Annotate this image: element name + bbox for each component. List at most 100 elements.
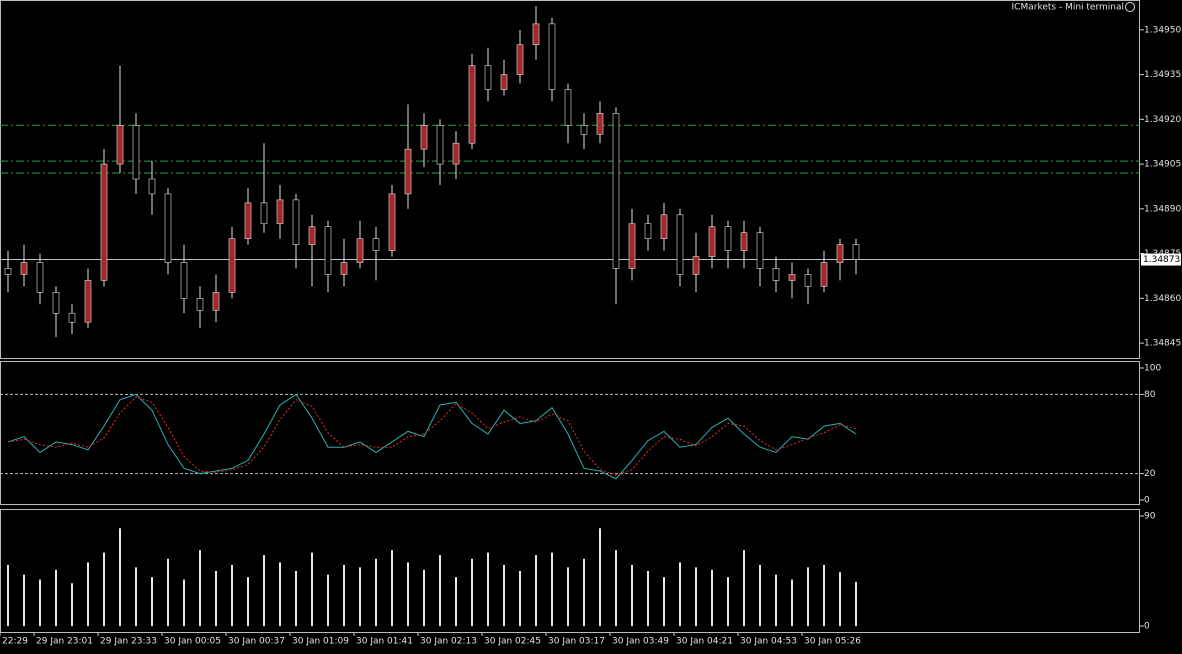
- candle-body: [500, 74, 508, 90]
- volume-bar: [647, 571, 649, 626]
- volume-bar: [599, 528, 601, 626]
- volume-bar: [807, 567, 809, 626]
- x-tick-label: 30 Jan 04:21: [676, 637, 733, 647]
- current-price-box: [1141, 253, 1181, 266]
- volume-bar: [407, 562, 409, 626]
- x-tick-label: 22:29: [2, 637, 28, 647]
- volume-bar: [855, 582, 857, 626]
- volume-bar: [631, 564, 633, 626]
- volume-bar: [423, 569, 425, 626]
- volume-bar: [679, 562, 681, 626]
- candle-body: [804, 274, 812, 287]
- volume-bar: [759, 564, 761, 626]
- y-tick-label: 1.34860: [1144, 294, 1181, 304]
- y-tick-label: 0: [1144, 622, 1150, 632]
- candle-body: [564, 89, 572, 126]
- volume-bar: [583, 558, 585, 626]
- candle-body: [308, 226, 316, 245]
- volume-bar: [791, 579, 793, 626]
- smiley-icon: [1125, 2, 1135, 12]
- volume-bar: [487, 552, 489, 626]
- candle-body: [100, 163, 108, 281]
- volume-bar: [311, 552, 313, 626]
- volume-bar: [615, 550, 617, 626]
- x-tick-label: 30 Jan 04:53: [740, 637, 797, 647]
- volume-bar: [727, 577, 729, 626]
- candle-body: [612, 113, 620, 269]
- x-tick-label: 30 Jan 00:05: [164, 637, 221, 647]
- x-tick-label: 30 Jan 05:26: [804, 637, 861, 647]
- volume-bar: [215, 571, 217, 626]
- candle-body: [228, 238, 236, 293]
- candle-body: [324, 226, 332, 275]
- candle-body: [756, 232, 764, 269]
- candle-body: [516, 44, 524, 75]
- volume-bar: [535, 555, 537, 626]
- volume-bar: [39, 579, 41, 626]
- y-tick-label: 1.34920: [1144, 115, 1181, 125]
- current-price-label: 1.34873: [1143, 255, 1180, 265]
- terminal-title: ICMarkets - Mini terminal: [1012, 3, 1124, 13]
- candle-body: [372, 238, 380, 251]
- candle-body: [852, 244, 860, 260]
- volume-bar: [23, 574, 25, 626]
- volume-bar: [343, 564, 345, 626]
- x-tick-label: 30 Jan 03:17: [548, 637, 605, 647]
- candle-body: [548, 23, 556, 90]
- volume-bar: [663, 577, 665, 626]
- volume-bar: [295, 571, 297, 626]
- volume-bar: [567, 567, 569, 626]
- candle-body: [644, 223, 652, 239]
- x-tick-label: 30 Jan 02:13: [420, 637, 477, 647]
- candle-body: [676, 214, 684, 275]
- candle-body: [580, 125, 588, 135]
- oscillator-line: [7, 393, 857, 480]
- candle-body: [468, 65, 476, 144]
- candle-body: [628, 223, 636, 269]
- candle-body: [820, 262, 828, 287]
- oscillator-line: [7, 396, 857, 476]
- candle-body: [452, 142, 460, 165]
- price-panel: [0, 0, 1140, 359]
- y-tick-label: 90: [1144, 512, 1156, 522]
- candle-body: [276, 199, 284, 225]
- volume-bar: [151, 577, 153, 626]
- volume-bar: [839, 572, 841, 626]
- candle-body: [84, 280, 92, 323]
- candle-body: [132, 125, 140, 180]
- volume-bar: [519, 571, 521, 626]
- volume-bar: [167, 558, 169, 626]
- volume-bar: [695, 567, 697, 626]
- volume-bar: [87, 562, 89, 626]
- candle-body: [36, 262, 44, 293]
- volume-bar: [183, 579, 185, 626]
- x-tick-label: 30 Jan 03:49: [612, 637, 669, 647]
- volume-bar: [263, 555, 265, 626]
- x-tick-label: 29 Jan 23:33: [100, 637, 157, 647]
- volume-bar: [823, 564, 825, 626]
- volume-bar: [247, 577, 249, 626]
- candle-body: [340, 262, 348, 275]
- candle-body: [484, 65, 492, 90]
- volume-bar: [439, 555, 441, 626]
- candle-body: [436, 125, 444, 165]
- volume-panel: [0, 509, 1140, 633]
- y-tick-label: 1.34950: [1144, 25, 1181, 35]
- candle-body: [724, 226, 732, 251]
- x-tick-label: 30 Jan 01:41: [356, 637, 413, 647]
- volume-bar: [231, 564, 233, 626]
- y-tick-label: 1.34935: [1144, 70, 1181, 80]
- volume-bar: [455, 577, 457, 626]
- volume-bar: [119, 528, 121, 626]
- oscillator-panel: [0, 361, 1140, 505]
- volume-bar: [71, 583, 73, 626]
- candle-body: [116, 125, 124, 165]
- volume-bar: [711, 569, 713, 626]
- candle-body: [788, 274, 796, 281]
- volume-bar: [279, 562, 281, 626]
- x-tick-label: 30 Jan 00:37: [228, 637, 285, 647]
- y-tick-label: 1.34905: [1144, 160, 1181, 170]
- volume-bar: [471, 558, 473, 626]
- volume-bar: [503, 564, 505, 626]
